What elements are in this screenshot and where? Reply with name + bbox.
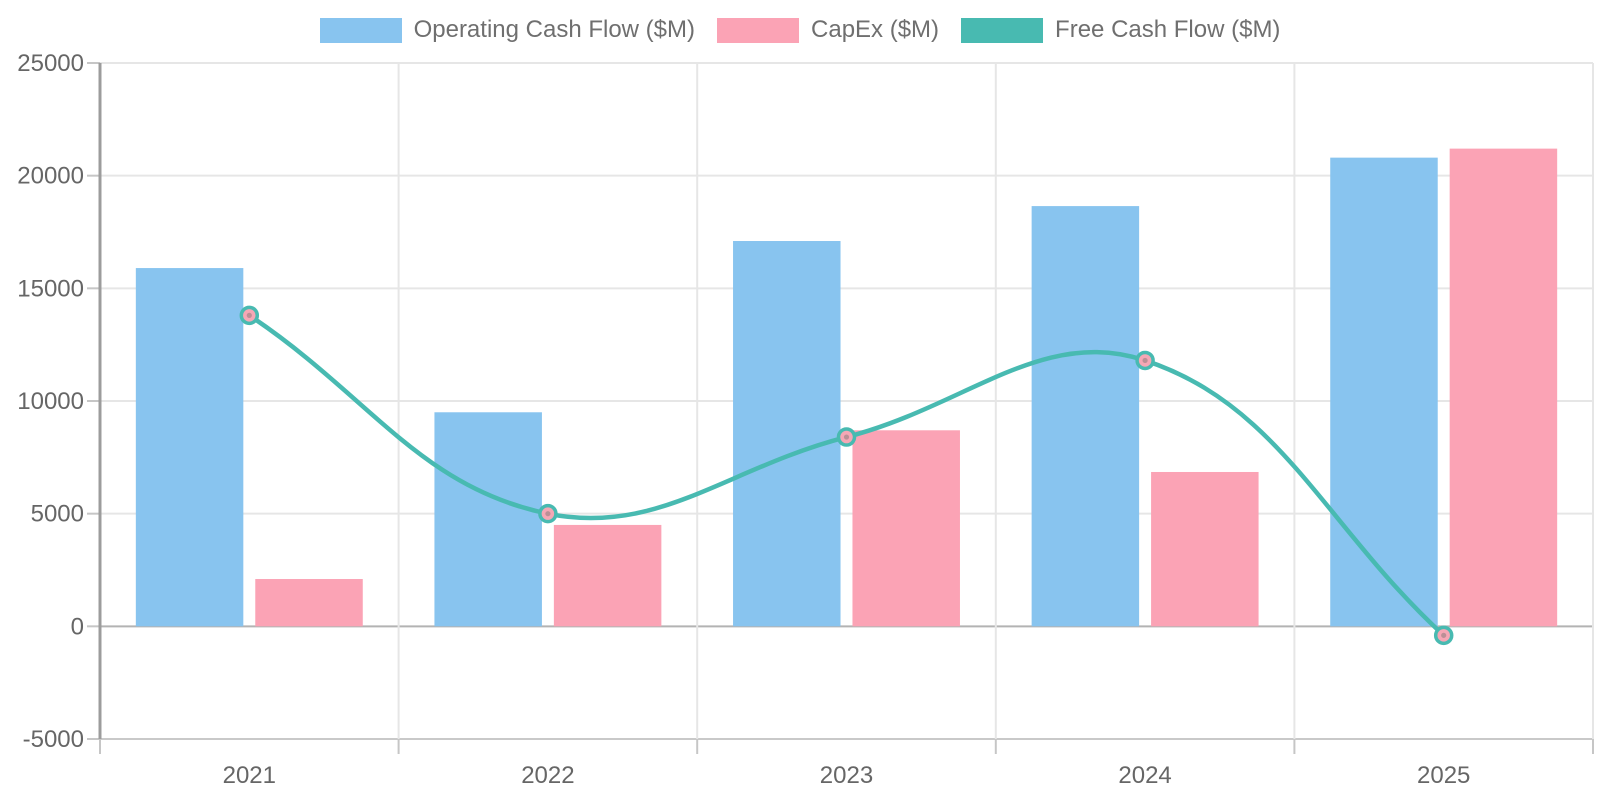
y-tick-label-15000: 15000 [17,275,84,302]
bar-capex-m-2023[interactable] [852,430,960,627]
bar-operating-cash-flow-m-2022[interactable] [434,412,542,627]
bar-operating-cash-flow-m-2023[interactable] [733,241,841,627]
y-tick-label-10000: 10000 [17,388,84,415]
x-tick-label-2023: 2023 [820,762,873,789]
legend-item-capex-m[interactable]: CapEx ($M) [717,16,939,44]
x-tick-label-2024: 2024 [1118,762,1171,789]
legend-label-operating-cash-flow-m: Operating Cash Flow ($M) [413,16,696,43]
chart-legend: Operating Cash Flow ($M) CapEx ($M) Free C… [0,16,1600,44]
legend-swatch-capex-m [717,17,800,43]
y-tick-label-20000: 20000 [17,163,84,190]
legend-label-free-cash-flow-m: Free Cash Flow ($M) [1055,16,1281,43]
bar-operating-cash-flow-m-2024[interactable] [1031,206,1140,627]
bar-operating-cash-flow-m-2025[interactable] [1330,157,1438,627]
point-core-free-cash-flow-2022 [545,511,551,517]
bar-capex-m-2025[interactable] [1449,148,1558,627]
free-cash-flow-line [248,313,1446,638]
point-core-free-cash-flow-2023 [843,434,850,440]
point-core-free-cash-flow-2025 [1441,632,1447,638]
y-tick-label-25000: 25000 [17,50,84,77]
y-tick-label-0: 0 [71,613,84,640]
bar-capex-m-2024[interactable] [1151,471,1259,627]
point-core-free-cash-flow-2021 [246,312,252,318]
legend-item-free-cash-flow-m[interactable]: Free Cash Flow ($M) [961,16,1280,44]
legend-swatch-free-cash-flow-m [961,17,1044,43]
y-tick-label--5000: -5000 [23,726,84,753]
legend-label-capex-m: CapEx ($M) [811,16,940,43]
x-tick-label-2025: 2025 [1417,762,1470,789]
bar-capex-m-2021[interactable] [255,579,363,627]
point-core-free-cash-flow-2024 [1142,357,1148,364]
x-tick-label-2021: 2021 [223,762,276,789]
x-tick-label-2022: 2022 [521,762,574,789]
legend-swatch-operating-cash-flow-m [319,17,402,43]
legend-item-operating-cash-flow-m[interactable]: Operating Cash Flow ($M) [319,16,696,44]
bar-capex-m-2022[interactable] [553,524,662,627]
y-tick-label-5000: 5000 [31,501,84,528]
bar-operating-cash-flow-m-2021[interactable] [135,268,244,627]
